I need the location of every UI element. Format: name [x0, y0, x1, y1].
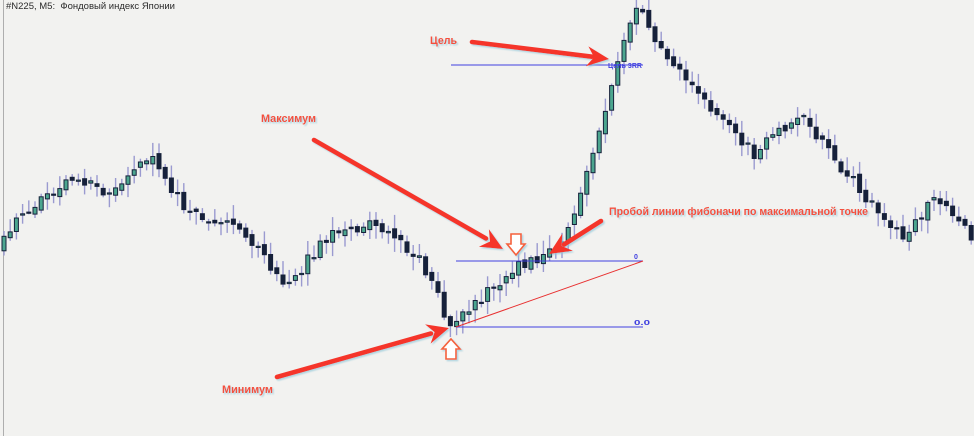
svg-text:0: 0 [634, 254, 638, 261]
svg-text:0.0: 0.0 [634, 320, 650, 327]
svg-text:Минимум: Минимум [222, 384, 273, 396]
svg-text:Пробой линии фибоначи по макси: Пробой линии фибоначи по максимальной то… [609, 206, 868, 218]
svg-text:Максимум: Максимум [261, 113, 316, 125]
svg-text:Цель: Цель [430, 35, 457, 47]
svg-text:Цель 3RR: Цель 3RR [608, 63, 642, 70]
